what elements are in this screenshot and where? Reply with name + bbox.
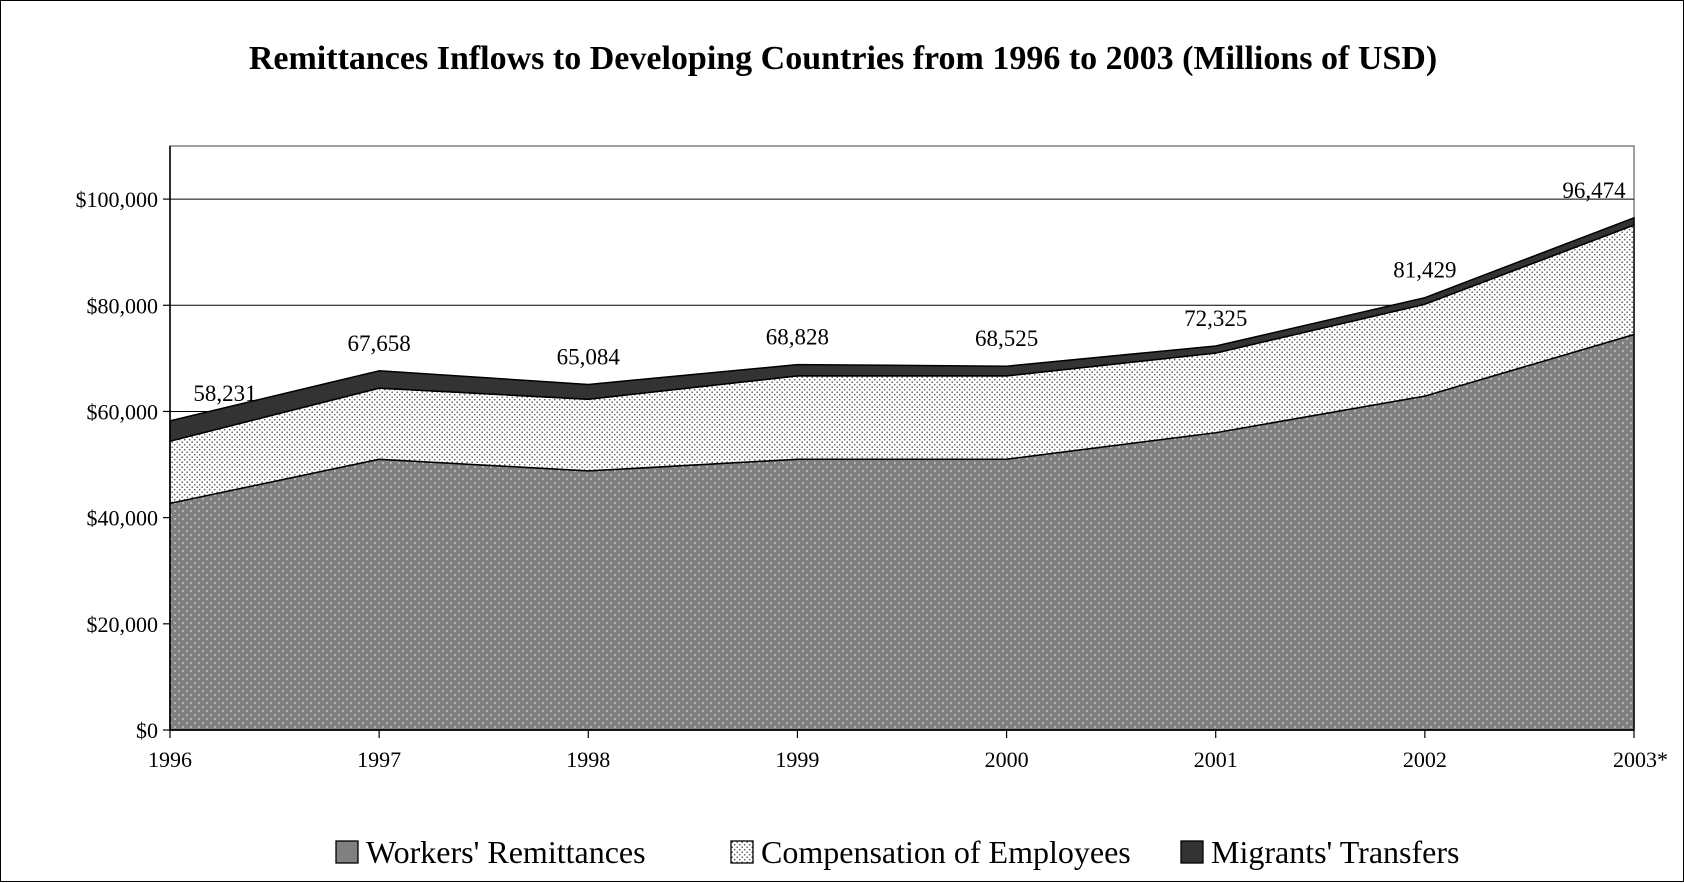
x-tick-label: 2002: [1403, 747, 1447, 772]
total-label: 68,525: [975, 326, 1038, 351]
legend-swatch: [730, 840, 754, 864]
y-tick-label: $100,000: [76, 187, 159, 212]
legend-swatch: [1180, 840, 1204, 864]
y-tick-label: $60,000: [87, 399, 159, 424]
y-tick-label: $80,000: [87, 293, 159, 318]
x-tick-label: 1996: [148, 747, 192, 772]
legend-label: Workers' Remittances: [366, 834, 646, 870]
total-label: 96,474: [1562, 178, 1626, 203]
x-tick-label: 2001: [1194, 747, 1238, 772]
legend-swatch: [335, 840, 359, 864]
legend-item: Compensation of Employees: [730, 834, 1131, 870]
total-label: 81,429: [1393, 258, 1456, 283]
y-tick-label: $20,000: [87, 612, 159, 637]
legend-item: Workers' Remittances: [335, 834, 646, 870]
total-label: 67,658: [348, 331, 411, 356]
legend-label: Migrants' Transfers: [1211, 834, 1459, 870]
x-tick-label: 1997: [357, 747, 401, 772]
legend: Workers' Remittances Compensation of Empl…: [335, 834, 1459, 870]
x-axis-ticks: 1996 1997 1998 1999 2000 2001 2002 2003*: [148, 730, 1668, 772]
x-tick-label: 2000: [985, 747, 1029, 772]
y-axis-ticks: $0 $20,000 $40,000 $60,000 $80,000 $100,000: [76, 187, 170, 743]
x-tick-label: 1999: [775, 747, 819, 772]
axes: [169, 146, 1634, 731]
x-tick-label: 1998: [566, 747, 610, 772]
total-label: 68,828: [766, 325, 829, 350]
legend-label: Compensation of Employees: [761, 834, 1131, 870]
chart-title: Remittances Inflows to Developing Countr…: [249, 40, 1437, 77]
total-label: 65,084: [557, 344, 621, 369]
area-series-2: [169, 217, 1635, 442]
total-data-labels: 58,231 67,658 65,084 68,828 68,525 72,325 81,4…: [193, 178, 1626, 406]
legend-item: Migrants' Transfers: [1180, 834, 1459, 870]
x-tick-label: 2003*: [1613, 747, 1668, 772]
y-tick-label: $0: [136, 718, 158, 743]
total-label: 72,325: [1184, 306, 1247, 331]
total-label: 58,231: [193, 381, 256, 406]
y-tick-label: $40,000: [87, 506, 159, 531]
